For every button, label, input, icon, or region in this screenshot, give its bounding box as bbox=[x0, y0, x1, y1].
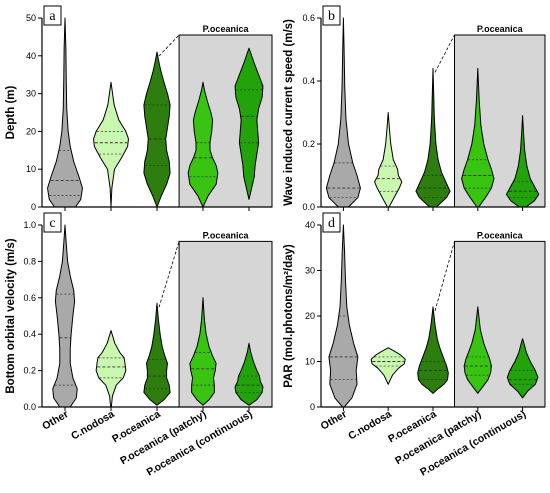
panel-b-letter: b bbox=[328, 9, 335, 24]
panel-a-violin-2 bbox=[143, 51, 171, 208]
panel-c-violin-2 bbox=[143, 302, 171, 406]
panel-b-ytick-label-0: 0.0 bbox=[302, 202, 315, 212]
panel-a-ytick-label-2: 20 bbox=[26, 126, 36, 136]
panel-a-letter: a bbox=[49, 9, 56, 24]
panel-c-violin-3 bbox=[189, 297, 217, 406]
panel-b-violin-1 bbox=[374, 112, 403, 208]
panel-d-letter-box bbox=[322, 212, 341, 233]
panel-a-ytick-label-0: 0 bbox=[31, 202, 36, 212]
panel-b-violin-0 bbox=[325, 17, 361, 208]
panel-d-connector-line bbox=[434, 241, 455, 312]
panel-c-category-label-1: C.nodosa bbox=[69, 408, 117, 442]
panel-d-ytick-label-3: 30 bbox=[305, 266, 315, 276]
panel-b-connector-line bbox=[434, 34, 455, 73]
panel-d-violin-3 bbox=[463, 306, 492, 394]
panel-a-ytick-label-5: 50 bbox=[26, 13, 36, 23]
panel-c-annotation: P.oceanica bbox=[203, 230, 250, 240]
panel-d-ytick-label-1: 10 bbox=[305, 357, 315, 367]
panel-b-letter-box bbox=[322, 5, 341, 26]
panel-a-ylabel: Depth (m) bbox=[5, 86, 17, 140]
panel-c-violin-0 bbox=[52, 224, 78, 408]
panel-c-violin-1 bbox=[95, 330, 127, 408]
panel-c-ytick-label-1: 0.2 bbox=[23, 366, 36, 376]
panel-d-violin-2 bbox=[417, 306, 449, 394]
panel-b-annotation: P.oceanica bbox=[477, 24, 524, 34]
panel-c-letter-box bbox=[43, 212, 62, 233]
panel-a-violin-4 bbox=[234, 47, 264, 200]
panel-d-letter: d bbox=[328, 216, 335, 231]
panel-b-ytick-label-3: 0.6 bbox=[302, 13, 315, 23]
panel-c-ylabel: Bottom orbital velocity (m/s) bbox=[5, 238, 17, 393]
panel-c-ytick-label-4: 0.8 bbox=[23, 256, 36, 266]
panel-b-ytick-label-1: 0.2 bbox=[302, 139, 315, 149]
panel-c-ytick-label-3: 0.6 bbox=[23, 293, 36, 303]
panel-a-annotation: P.oceanica bbox=[203, 24, 250, 34]
panel-a-letter-box bbox=[43, 5, 62, 26]
panel-b-violin-2 bbox=[415, 67, 451, 208]
panel-a-violin-3 bbox=[187, 81, 219, 208]
panel-c-ytick-label-2: 0.4 bbox=[23, 329, 36, 339]
panel-d-ylabel: PAR (mol.photons/m²/day) bbox=[283, 244, 295, 388]
panel-c-ytick-label-5: 1.0 bbox=[23, 220, 36, 230]
panel-c-category-label-0: Other bbox=[40, 408, 70, 432]
panel-d-category-label-0: Other bbox=[319, 408, 349, 432]
panel-a-ytick-label-1: 10 bbox=[26, 164, 36, 174]
panel-b-ylabel: Wave induced current speed (m/s) bbox=[283, 19, 295, 206]
panel-c-violin-4 bbox=[234, 342, 264, 406]
panel-d-ytick-label-0: 0 bbox=[310, 402, 315, 412]
panel-d-ytick-label-2: 20 bbox=[305, 311, 315, 321]
panel-c-letter: c bbox=[49, 216, 55, 231]
panel-b-violin-4 bbox=[505, 115, 540, 208]
panel-a-ytick-label-4: 40 bbox=[26, 51, 36, 61]
panel-a-violin-1 bbox=[93, 81, 129, 208]
panel-d-violin-4 bbox=[506, 338, 539, 399]
panel-a-ytick-label-3: 30 bbox=[26, 89, 36, 99]
panel-b-violin-3 bbox=[461, 67, 495, 208]
panel-d-annotation: P.oceanica bbox=[477, 230, 524, 240]
panel-d-ytick-label-4: 40 bbox=[305, 220, 315, 230]
panel-b-ytick-label-2: 0.4 bbox=[302, 76, 315, 86]
panel-a-connector-line bbox=[158, 34, 180, 57]
panel-a-violin-0 bbox=[47, 17, 83, 208]
panel-c-ytick-label-0: 0.0 bbox=[23, 402, 36, 412]
panel-c-connector-line bbox=[158, 241, 180, 308]
